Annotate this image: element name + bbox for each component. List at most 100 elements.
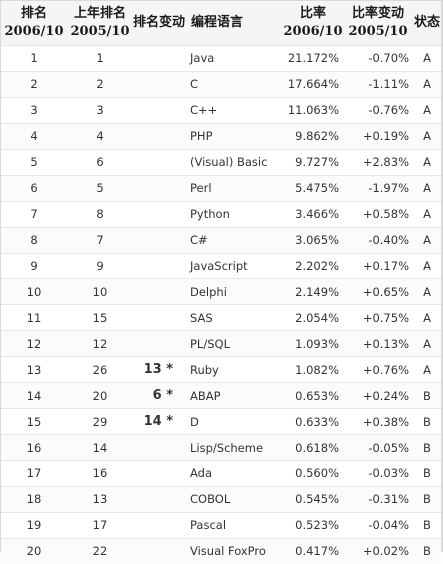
ratio-header: 比率 (283, 1, 343, 23)
prev-rank-cell: 2 (67, 70, 133, 98)
status-cell: A (413, 70, 441, 98)
rank-cell: 17 (1, 460, 67, 487)
ratio-change-cell: +0.24% (343, 382, 413, 409)
ratio-cell: 2.202% (283, 252, 343, 279)
status-cell: B (413, 434, 441, 461)
prev-rank-cell: 13 (67, 485, 133, 513)
status-cell: A (413, 148, 441, 176)
status-cell: B (413, 460, 441, 487)
rank-cell: 18 (1, 485, 67, 513)
ratio-cell: 9.727% (283, 148, 343, 176)
rank-change-cell (133, 148, 185, 176)
rank-change-cell (133, 70, 185, 98)
prev-rank-header: 上年排名 (67, 1, 133, 23)
rank-change-cell (133, 511, 185, 539)
table-row: 16 14 Lisp/Scheme 0.618% -0.05% B (1, 434, 441, 461)
table-row: 18 13 COBOL 0.545% -0.31% B (1, 485, 441, 513)
ratio-cell: 0.545% (283, 485, 343, 513)
table-body: 1 1 Java 21.172% -0.70% A 2 2 C 17.664% -1.11% A 3 3 C… (1, 45, 441, 564)
ratio-change-year-header: 2005/10 (343, 23, 413, 46)
status-cell: A (413, 122, 441, 150)
table-header: 排名 上年排名 排名变动 编程语言 比率 比率变动 状态 2006/10 200… (1, 1, 441, 46)
rank-header: 排名 (1, 1, 67, 23)
status-cell: A (413, 278, 441, 305)
prev-rank-cell: 26 (67, 356, 133, 383)
rank-change-cell (133, 278, 185, 305)
prev-rank-cell: 10 (67, 278, 133, 305)
ratio-cell: 0.653% (283, 382, 343, 409)
ratio-change-cell: +0.13% (343, 330, 413, 357)
ratio-change-cell: -0.70% (343, 45, 413, 72)
prev-rank-cell: 15 (67, 304, 133, 331)
rank-cell: 15 (1, 408, 67, 435)
rank-change-cell (133, 45, 185, 72)
prev-rank-year-header: 2005/10 (67, 23, 133, 46)
ratio-change-cell: +0.58% (343, 200, 413, 228)
language-cell: Visual FoxPro (185, 537, 283, 564)
ratio-cell: 0.633% (283, 408, 343, 435)
table-row: 9 9 JavaScript 2.202% +0.17% A (1, 252, 441, 279)
ratio-change-cell: -0.31% (343, 485, 413, 513)
rank-cell: 19 (1, 511, 67, 539)
ratio-change-cell: -0.76% (343, 96, 413, 124)
ratio-change-cell: -0.05% (343, 434, 413, 461)
rank-change-cell (133, 174, 185, 202)
rank-change-header: 排名变动 (133, 1, 185, 46)
table-row: 5 6 (Visual) Basic 9.727% +2.83% A (1, 148, 441, 176)
status-cell: A (413, 304, 441, 331)
ratio-cell: 9.862% (283, 122, 343, 150)
status-cell: A (413, 252, 441, 279)
prev-rank-cell: 29 (67, 408, 133, 435)
table-row: 17 16 Ada 0.560% -0.03% B (1, 460, 441, 487)
ratio-cell: 3.466% (283, 200, 343, 228)
table-row: 12 12 PL/SQL 1.093% +0.13% A (1, 330, 441, 357)
ratio-change-cell: -0.03% (343, 460, 413, 487)
prev-rank-cell: 4 (67, 122, 133, 150)
table-row: 4 4 PHP 9.862% +0.19% A (1, 122, 441, 150)
rank-change-cell (133, 122, 185, 150)
prev-rank-cell: 3 (67, 96, 133, 124)
ratio-cell: 21.172% (283, 45, 343, 72)
status-cell: B (413, 485, 441, 513)
rank-cell: 7 (1, 200, 67, 228)
language-cell: PL/SQL (185, 330, 283, 357)
ratio-change-cell: -0.40% (343, 226, 413, 253)
ratio-change-cell: +0.02% (343, 537, 413, 564)
status-cell: A (413, 356, 441, 383)
status-header: 状态 (413, 1, 441, 46)
rank-change-cell (133, 226, 185, 253)
ratio-cell: 0.618% (283, 434, 343, 461)
language-cell: Python (185, 200, 283, 228)
rank-change-cell (133, 304, 185, 331)
rank-change-cell: 13 * (133, 356, 185, 383)
rank-cell: 1 (1, 45, 67, 72)
rank-change-cell: 6 * (133, 382, 185, 409)
table-row: 19 17 Pascal 0.523% -0.04% B (1, 511, 441, 539)
ratio-change-cell: +0.38% (343, 408, 413, 435)
status-cell: A (413, 226, 441, 253)
ratio-cell: 1.082% (283, 356, 343, 383)
ratio-change-cell: -1.97% (343, 174, 413, 202)
table-row: 6 5 Perl 5.475% -1.97% A (1, 174, 441, 202)
rank-cell: 6 (1, 174, 67, 202)
ratio-change-cell: -1.11% (343, 70, 413, 98)
language-cell: D (185, 408, 283, 435)
ratio-cell: 3.065% (283, 226, 343, 253)
rank-change-cell (133, 460, 185, 487)
prev-rank-cell: 7 (67, 226, 133, 253)
table-row: 14 20 6 * ABAP 0.653% +0.24% B (1, 382, 441, 409)
ratio-cell: 2.149% (283, 278, 343, 305)
status-cell: A (413, 96, 441, 124)
ratio-change-cell: +2.83% (343, 148, 413, 176)
prev-rank-cell: 17 (67, 511, 133, 539)
table-row: 13 26 13 * Ruby 1.082% +0.76% A (1, 356, 441, 383)
table-row: 20 22 Visual FoxPro 0.417% +0.02% B (1, 537, 441, 564)
ratio-cell: 11.063% (283, 96, 343, 124)
rank-cell: 3 (1, 96, 67, 124)
status-cell: A (413, 200, 441, 228)
ratio-cell: 0.560% (283, 460, 343, 487)
ratio-cell: 5.475% (283, 174, 343, 202)
status-cell: B (413, 537, 441, 564)
